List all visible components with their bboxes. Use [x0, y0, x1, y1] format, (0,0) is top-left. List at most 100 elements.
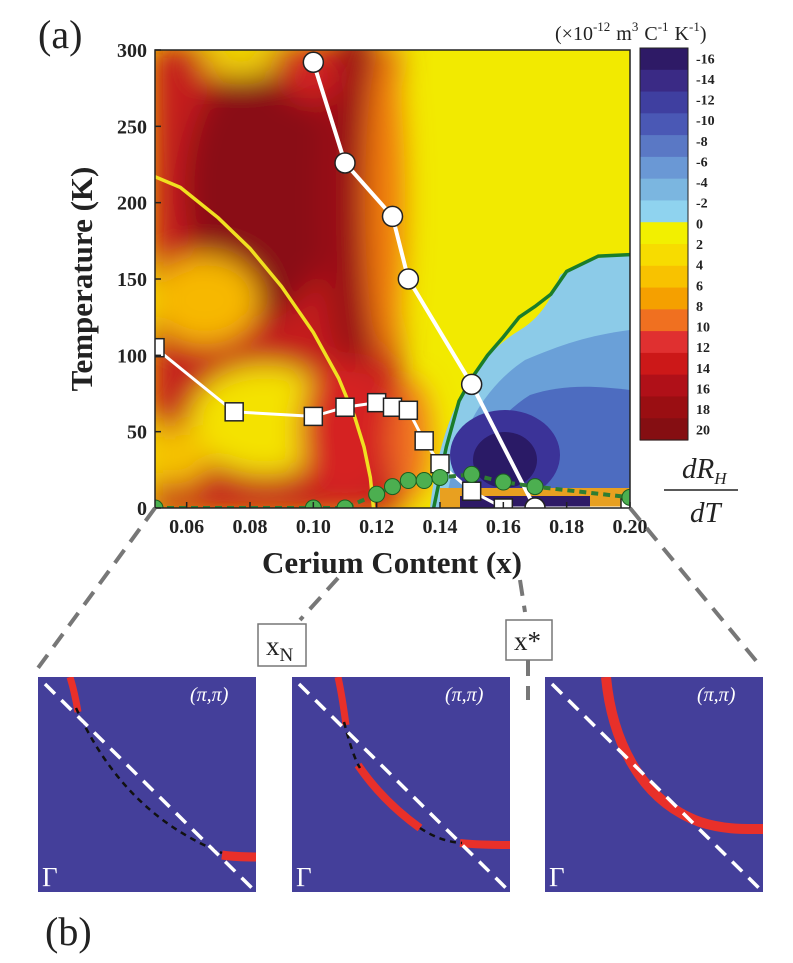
colorbar-swatch — [640, 244, 688, 267]
colorbar-tick-label: 18 — [696, 403, 710, 418]
contour-line-1 — [431, 252, 630, 508]
colorbar-label-denominator: dT — [690, 497, 723, 529]
colorbar-tick-label: -12 — [696, 94, 715, 109]
x-tick-label: 0.08 — [233, 516, 268, 538]
origin-label: Γ — [549, 862, 565, 892]
zone-boundary — [550, 682, 763, 892]
colorbar-tick-label: -4 — [696, 176, 708, 191]
square-point — [224, 402, 244, 422]
colorbar-tick-label: -8 — [696, 135, 708, 150]
connector-xstar-top — [518, 579, 527, 613]
colorbar-tick-label: 2 — [696, 238, 703, 253]
circle-point — [397, 268, 420, 290]
green-point — [621, 488, 630, 506]
y-tick-label: 150 — [117, 269, 147, 291]
fermi-arc — [334, 677, 350, 726]
y-tick-label: 250 — [117, 116, 147, 138]
svg-text:x*: x* — [514, 626, 541, 656]
corner-label: (π,π) — [190, 684, 229, 706]
colorbar-swatch — [640, 200, 688, 223]
colorbar-swatch — [640, 69, 688, 93]
fermi-surface-dashed — [74, 707, 223, 855]
colorbar-tick-label: 20 — [696, 424, 710, 439]
contour-layer — [155, 175, 630, 508]
fermi-panel-2: (π,π) Γ — [292, 677, 510, 892]
colorbar-swatch — [640, 331, 688, 354]
green-point — [431, 468, 449, 486]
colorbar-label-numerator: dRH — [682, 453, 728, 488]
callout-xstar: x* — [505, 619, 553, 661]
fermi-arc — [601, 677, 763, 835]
colorbar-tick-label: -16 — [696, 52, 715, 67]
y-tick-label: 100 — [117, 345, 147, 367]
green-point — [336, 499, 354, 508]
colorbar-tick-label: -2 — [696, 197, 708, 212]
square-point — [414, 431, 434, 451]
square-point — [461, 481, 482, 501]
connector-right — [628, 506, 764, 670]
colorbar-swatch — [640, 265, 688, 289]
colorbar-tick-label: -14 — [696, 73, 715, 88]
colorbar-label: dRH dT — [664, 453, 738, 529]
colorbar-swatch — [640, 178, 688, 202]
green-point — [384, 478, 401, 496]
square-point — [155, 337, 165, 358]
colorbar-swatch — [640, 113, 688, 136]
square-point — [335, 397, 355, 417]
green-point — [399, 472, 417, 490]
corner-label: (π,π) — [697, 684, 736, 706]
y-axis: 0 50 100 150 200 250 300 — [117, 40, 161, 520]
colorbar-tick-label: 8 — [696, 300, 703, 315]
connector-left — [36, 506, 157, 670]
contour-line-0 — [155, 175, 376, 508]
fermi-panel-3: (π,π) Γ — [545, 677, 763, 892]
callout-xn: xN — [257, 623, 307, 667]
y-axis-title: Temperature (K) — [64, 167, 99, 392]
colorbar-tick-label: 6 — [696, 279, 703, 294]
x-axis: 0.06 0.08 0.10 0.12 0.14 0.16 0.18 0.20 — [169, 502, 648, 538]
x-tick-label: 0.20 — [613, 516, 648, 538]
y-tick-label: 0 — [137, 498, 147, 520]
green-point — [463, 465, 481, 483]
y-tick-label: 200 — [117, 193, 147, 215]
colorbar-tick-label: 10 — [696, 321, 710, 336]
x-tick-label: 0.06 — [169, 516, 204, 538]
connector-xn — [298, 576, 340, 622]
fermi-arc — [221, 850, 256, 862]
heatmap — [155, 50, 630, 508]
green-point — [526, 478, 544, 496]
y-tick-label: 50 — [127, 422, 147, 444]
colorbar-tick-label: 16 — [696, 382, 710, 397]
green-point — [155, 499, 164, 508]
connector-lines — [36, 506, 764, 700]
x-tick-label: 0.14 — [423, 516, 458, 538]
fermi-surface-dashed — [342, 721, 362, 769]
colorbar-swatch — [640, 135, 688, 158]
panel-b-label: (b) — [45, 909, 92, 954]
fermi-surface-dashed — [419, 826, 463, 845]
square-point — [303, 406, 324, 427]
colorbar-swatch — [640, 396, 688, 419]
x-axis-title: Cerium Content (x) — [262, 545, 522, 580]
colorbar-swatch — [640, 222, 688, 245]
fermi-arc — [459, 839, 510, 849]
green-point — [415, 472, 433, 490]
colorbar-swatch — [640, 352, 688, 376]
green-point — [494, 473, 512, 491]
panel-a-label: (a) — [38, 12, 82, 57]
y-tick-label: 300 — [117, 40, 147, 62]
zone-boundary — [297, 682, 510, 892]
circle-point — [524, 497, 546, 508]
colorbar-tick-label: 12 — [696, 341, 710, 356]
circle-point — [334, 152, 356, 174]
x-tick-label: 0.12 — [359, 516, 394, 538]
circle-point — [460, 373, 483, 396]
fermi-arc — [354, 762, 423, 832]
colorbar-swatch — [640, 374, 688, 398]
corner-label: (π,π) — [445, 684, 484, 706]
colorbar-tick-label: -10 — [696, 114, 715, 129]
colorbar-swatch — [640, 48, 688, 71]
fermi-panel-1: (π,π) Γ — [38, 677, 256, 892]
zone-boundary — [43, 682, 256, 892]
